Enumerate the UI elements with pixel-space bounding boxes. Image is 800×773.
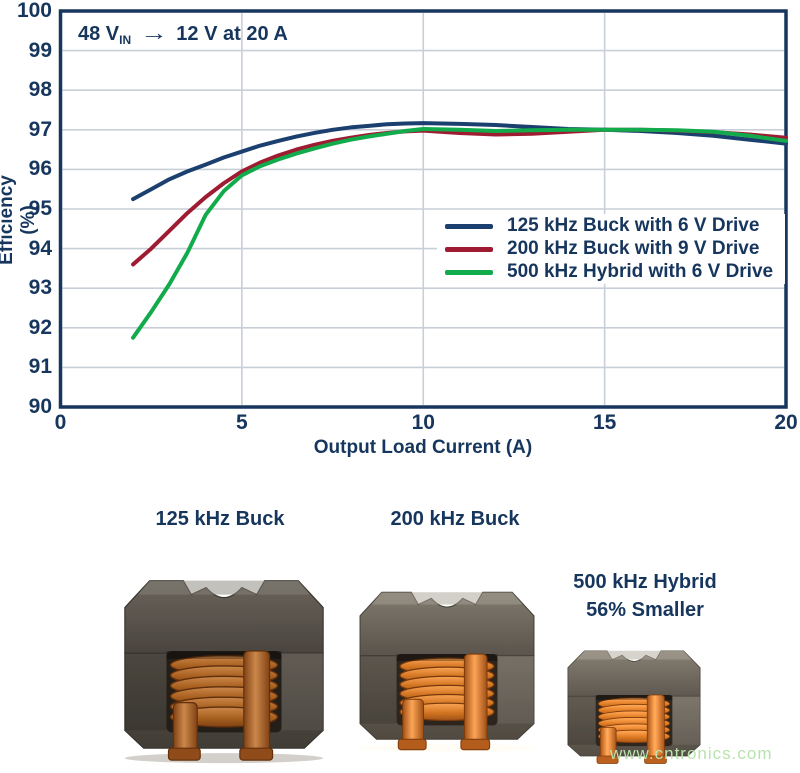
legend-line-swatch-blue: [445, 223, 493, 229]
y-tick-label: 90: [28, 395, 52, 418]
y-tick-label: 93: [28, 276, 52, 300]
photo-label-500khz-line2: 56% Smaller: [586, 599, 704, 621]
efficiency-chart-canvas: [58, 9, 788, 409]
x-tick-label: 0: [54, 411, 67, 434]
legend-label: 125 kHz Buck with 6 V Drive: [507, 215, 760, 236]
series-line: [131, 127, 788, 340]
annotation-input-voltage: 48 V: [78, 23, 120, 45]
annotation-output-spec: 12 V at 20 A: [176, 23, 288, 45]
legend-line-swatch-green: [445, 269, 493, 275]
legend-item: 125 kHz Buck with 6 V Drive: [437, 215, 785, 237]
y-tick-label: 95: [28, 197, 52, 220]
y-tick-label: 98: [28, 78, 52, 102]
chart-gridlines: [62, 13, 784, 405]
legend-label: 500 kHz Hybrid with 6 V Drive: [507, 261, 774, 282]
x-tick-label: 15: [592, 411, 617, 434]
inductor-photo-200khz-buck: [347, 562, 547, 760]
legend-line-swatch-red: [445, 246, 493, 252]
chart-annotation: 48 VIN → 12 V at 20 A: [78, 20, 288, 47]
legend-item: 200 kHz Buck with 9 V Drive: [437, 238, 785, 260]
photo-label-500khz-line1: 500 kHz Hybrid: [573, 571, 717, 593]
y-tick-label: 96: [28, 157, 52, 181]
annotation-subscript: IN: [119, 33, 132, 47]
photo-label-200khz-buck: 200 kHz Buck: [390, 508, 520, 530]
x-tick-label: 10: [411, 411, 435, 434]
efficiency-chart-section: Efficiency (%) Output Load Current (A) 4…: [0, 0, 798, 458]
y-tick-label: 100: [16, 0, 52, 22]
plot-frame: [58, 9, 788, 409]
y-tick-label: 91: [28, 355, 52, 379]
legend-item: 500 kHz Hybrid with 6 V Drive: [437, 261, 785, 283]
y-tick-label: 97: [28, 117, 52, 141]
watermark: www.cntronics.com: [610, 744, 773, 763]
chart-legend: 125 kHz Buck with 6 V Drive 200 kHz Buck…: [437, 214, 785, 284]
y-tick-label: 94: [28, 236, 52, 260]
photo-label-500khz-hybrid: 500 kHz Hybrid 56% Smaller: [553, 568, 737, 624]
x-axis-title: Output Load Current (A): [313, 437, 533, 458]
photo-label-125khz-buck: 125 kHz Buck: [155, 508, 285, 530]
y-tick-label: 99: [28, 38, 52, 62]
x-tick-label: 5: [236, 411, 248, 434]
legend-label: 200 kHz Buck with 9 V Drive: [507, 238, 760, 259]
arrow-right-icon: →: [139, 20, 168, 45]
inductor-photo-125khz-buck: [110, 550, 338, 768]
x-tick-label: 20: [774, 411, 798, 434]
chart-series-lines: [131, 121, 788, 340]
y-tick-label: 92: [28, 315, 52, 339]
